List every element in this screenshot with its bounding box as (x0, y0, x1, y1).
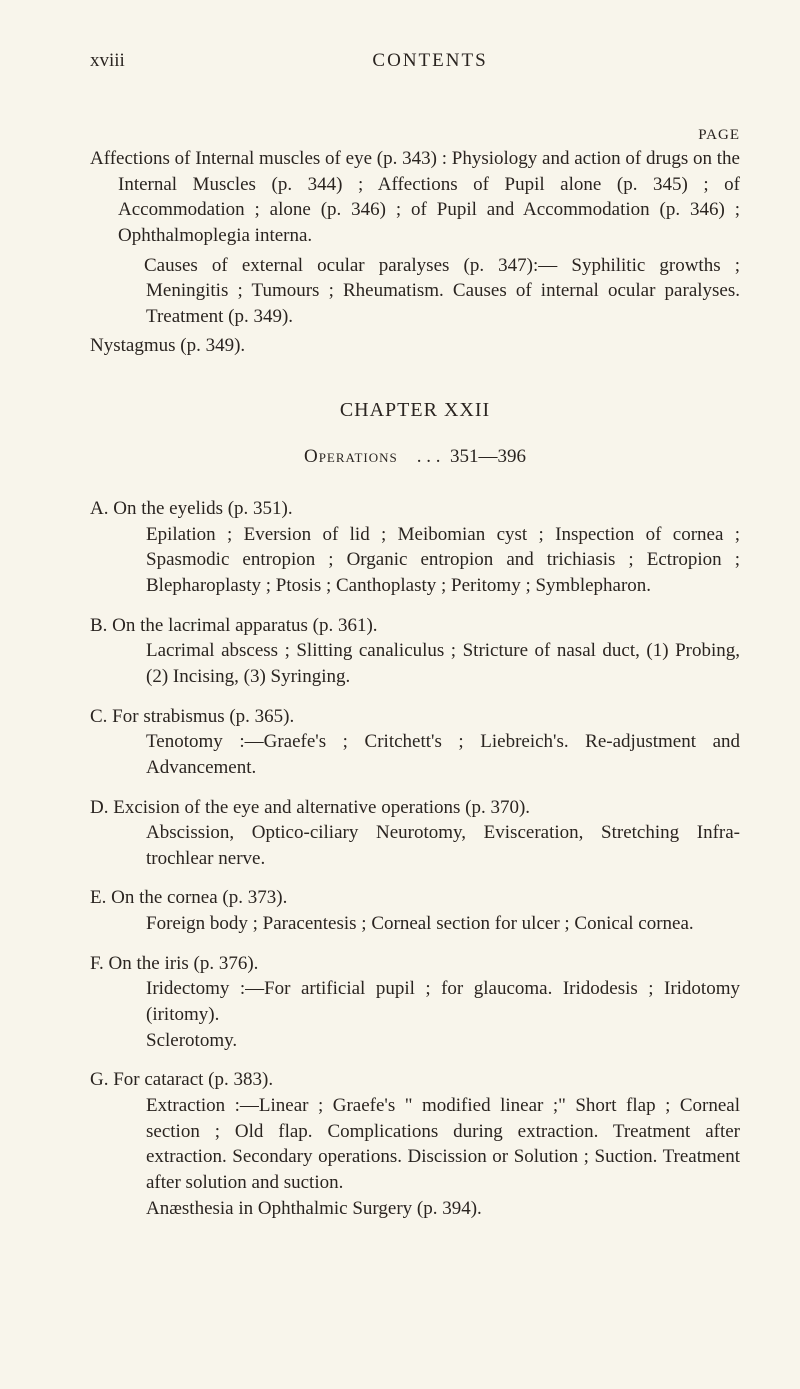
section-f-head: F. On the iris (p. 376). (90, 951, 740, 977)
section-f-body1: Iridectomy :—For artificial pupil ; for … (90, 976, 740, 1027)
section-b-body: Lacrimal abscess ; Slitting canaliculus … (90, 638, 740, 689)
page-header: xviii CONTENTS (90, 50, 740, 72)
causes-para: Causes of external ocular paralyses (p. … (90, 253, 740, 330)
header-title: CONTENTS (372, 50, 487, 72)
affections-para: Affections of Internal muscles of eye (p… (90, 146, 740, 249)
page-number: xviii (90, 50, 125, 72)
section-d-head: D. Excision of the eye and alternative o… (90, 795, 740, 821)
section-f-body2: Sclerotomy. (90, 1028, 740, 1054)
section-e-head: E. On the cornea (p. 373). (90, 885, 740, 911)
page-label: PAGE (90, 127, 740, 144)
section-b: B. On the lacrimal apparatus (p. 361). L… (90, 613, 740, 690)
section-a: A. On the eyelids (p. 351). Epilation ; … (90, 496, 740, 599)
operations-line: Operations . . . 351—396 (90, 446, 740, 468)
section-d: D. Excision of the eye and alternative o… (90, 795, 740, 872)
section-d-body: Abscission, Optico-ciliary Neurotomy, Ev… (90, 820, 740, 871)
section-f: F. On the iris (p. 376). Iridectomy :—Fo… (90, 951, 740, 1054)
section-a-head: A. On the eyelids (p. 351). (90, 496, 740, 522)
section-g-body1: Extraction :—Linear ; Graefe's " modifie… (90, 1093, 740, 1196)
chapter-title: CHAPTER XXII (90, 399, 740, 422)
section-c: C. For strabismus (p. 365). Tenotomy :—G… (90, 704, 740, 781)
section-e-body: Foreign body ; Paracentesis ; Corneal se… (90, 911, 740, 937)
section-b-head: B. On the lacrimal apparatus (p. 361). (90, 613, 740, 639)
section-c-head: C. For strabismus (p. 365). (90, 704, 740, 730)
nystagmus-para: Nystagmus (p. 349). (90, 333, 740, 359)
section-c-body: Tenotomy :—Graefe's ; Critchett's ; Lieb… (90, 729, 740, 780)
operations-dots: . . . (417, 446, 441, 467)
section-a-body: Epilation ; Eversion of lid ; Meibomian … (90, 522, 740, 599)
section-g-head: G. For cataract (p. 383). (90, 1067, 740, 1093)
operations-range: 351—396 (450, 446, 526, 467)
operations-label: Operations (304, 446, 398, 467)
section-g: G. For cataract (p. 383). Extraction :—L… (90, 1067, 740, 1221)
section-g-body2: Anæsthesia in Ophthalmic Surgery (p. 394… (90, 1196, 740, 1222)
section-e: E. On the cornea (p. 373). Foreign body … (90, 885, 740, 936)
